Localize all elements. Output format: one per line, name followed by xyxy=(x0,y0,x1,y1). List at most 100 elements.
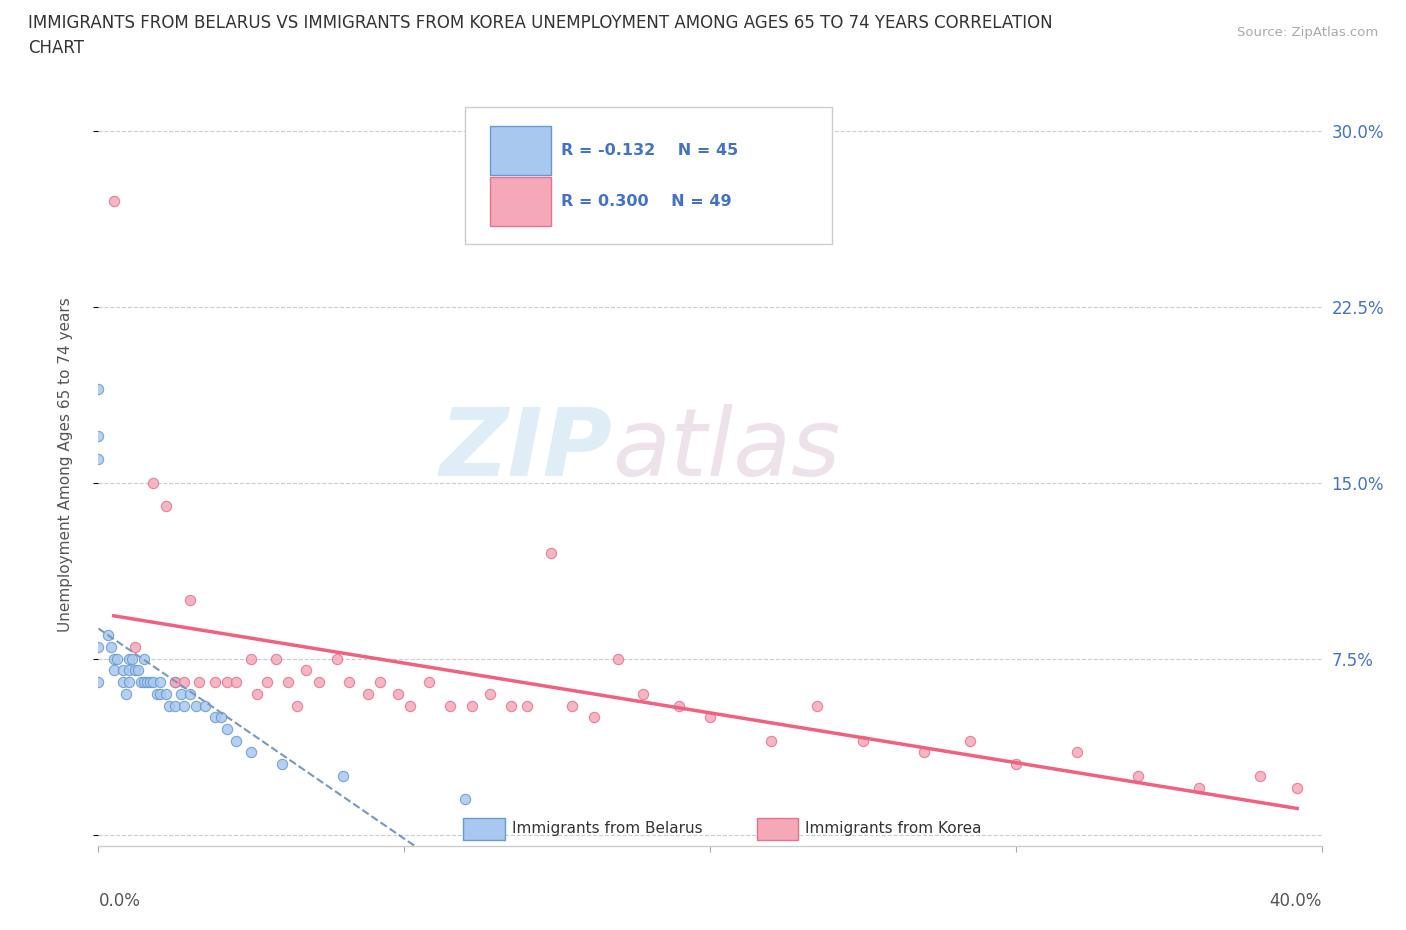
Point xyxy=(139,674,162,689)
Point xyxy=(225,674,247,689)
Point xyxy=(134,651,156,666)
Point xyxy=(1188,780,1211,795)
Text: Source: ZipAtlas.com: Source: ZipAtlas.com xyxy=(1237,26,1378,39)
Point xyxy=(285,698,308,713)
Point xyxy=(111,663,134,678)
FancyBboxPatch shape xyxy=(489,126,551,175)
Point xyxy=(204,710,226,724)
Point xyxy=(136,674,159,689)
Point xyxy=(959,733,981,748)
Point xyxy=(179,592,201,607)
Point xyxy=(852,733,875,748)
Text: 40.0%: 40.0% xyxy=(1270,892,1322,910)
Point xyxy=(188,674,211,689)
Point xyxy=(516,698,538,713)
Point xyxy=(668,698,690,713)
Point xyxy=(356,686,378,701)
Text: R = -0.132    N = 45: R = -0.132 N = 45 xyxy=(561,142,738,157)
Point xyxy=(1128,768,1150,783)
Point xyxy=(155,498,177,513)
Point xyxy=(127,663,149,678)
Point xyxy=(607,651,630,666)
Point xyxy=(134,674,156,689)
FancyBboxPatch shape xyxy=(463,818,505,840)
Point xyxy=(478,686,501,701)
Point xyxy=(142,674,165,689)
Point xyxy=(326,651,349,666)
Point xyxy=(105,651,128,666)
Point xyxy=(100,640,122,655)
Point xyxy=(124,640,146,655)
Point xyxy=(240,745,263,760)
Point xyxy=(118,663,141,678)
FancyBboxPatch shape xyxy=(489,177,551,226)
Text: atlas: atlas xyxy=(612,405,841,496)
Point xyxy=(912,745,935,760)
Point xyxy=(1249,768,1271,783)
Text: R = 0.300    N = 49: R = 0.300 N = 49 xyxy=(561,193,731,208)
Point xyxy=(145,686,167,701)
Point xyxy=(460,698,482,713)
Point xyxy=(699,710,721,724)
Point xyxy=(1286,780,1309,795)
Point xyxy=(332,768,354,783)
Point xyxy=(1004,757,1026,772)
FancyBboxPatch shape xyxy=(756,818,799,840)
Point xyxy=(163,674,186,689)
Point xyxy=(142,475,165,490)
Point xyxy=(225,733,247,748)
Point xyxy=(759,733,782,748)
Text: ZIP: ZIP xyxy=(439,404,612,496)
Text: 0.0%: 0.0% xyxy=(98,892,141,910)
Point xyxy=(215,722,238,737)
Point xyxy=(1066,745,1088,760)
Point xyxy=(270,757,292,772)
Point xyxy=(163,674,186,689)
Point xyxy=(631,686,654,701)
Point xyxy=(87,428,110,443)
Point xyxy=(111,674,134,689)
Point xyxy=(308,674,330,689)
Point xyxy=(155,686,177,701)
Point xyxy=(97,628,120,643)
Text: IMMIGRANTS FROM BELARUS VS IMMIGRANTS FROM KOREA UNEMPLOYMENT AMONG AGES 65 TO 7: IMMIGRANTS FROM BELARUS VS IMMIGRANTS FR… xyxy=(28,14,1053,32)
Point xyxy=(561,698,583,713)
Point xyxy=(103,193,125,208)
Point xyxy=(103,663,125,678)
Point xyxy=(387,686,409,701)
Point xyxy=(399,698,422,713)
Point xyxy=(124,663,146,678)
Point xyxy=(87,381,110,396)
Point xyxy=(173,698,195,713)
Point xyxy=(157,698,180,713)
Y-axis label: Unemployment Among Ages 65 to 74 years: Unemployment Among Ages 65 to 74 years xyxy=(58,298,73,632)
Point xyxy=(121,651,143,666)
Point xyxy=(215,674,238,689)
Point xyxy=(454,792,477,807)
Point xyxy=(204,674,226,689)
Point xyxy=(87,452,110,467)
Text: Immigrants from Korea: Immigrants from Korea xyxy=(806,821,981,836)
Point xyxy=(368,674,391,689)
Point xyxy=(439,698,461,713)
Point xyxy=(179,686,201,701)
Text: CHART: CHART xyxy=(28,39,84,57)
Point xyxy=(118,674,141,689)
Point xyxy=(194,698,217,713)
Point xyxy=(115,686,138,701)
Point xyxy=(806,698,828,713)
Point xyxy=(103,651,125,666)
Point xyxy=(246,686,269,701)
Point xyxy=(129,674,152,689)
Point xyxy=(540,546,562,561)
Point xyxy=(87,674,110,689)
Point xyxy=(163,698,186,713)
Text: Immigrants from Belarus: Immigrants from Belarus xyxy=(512,821,703,836)
Point xyxy=(337,674,360,689)
Point xyxy=(186,698,208,713)
Point xyxy=(209,710,232,724)
Point xyxy=(256,674,278,689)
Point xyxy=(173,674,195,689)
Point xyxy=(170,686,193,701)
Point xyxy=(149,674,172,689)
